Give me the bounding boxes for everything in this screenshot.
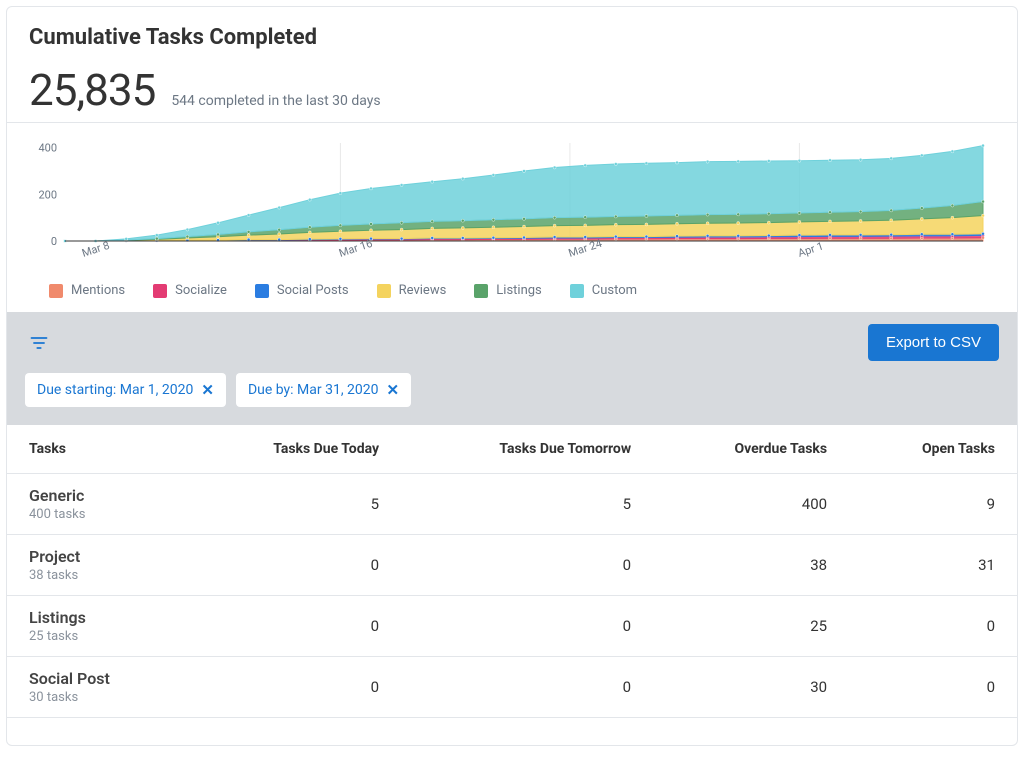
table-header-row: Tasks Tasks Due Today Tasks Due Tomorrow… (7, 425, 1017, 474)
cell-due-today: 5 (186, 474, 401, 535)
row-subtext: 25 tasks (29, 629, 164, 644)
legend-swatch (570, 284, 584, 298)
filter-chip-row: Due starting: Mar 1, 2020✕Due by: Mar 31… (7, 373, 1017, 425)
tasks-table: Tasks Tasks Due Today Tasks Due Tomorrow… (7, 425, 1017, 718)
col-due-today[interactable]: Tasks Due Today (186, 425, 401, 474)
legend-item[interactable]: Reviews (377, 283, 447, 298)
cell-due-tomorrow: 0 (401, 657, 653, 718)
legend-item[interactable]: Social Posts (255, 283, 349, 298)
cell-task-name: Generic 400 tasks (7, 474, 186, 535)
row-title: Listings (29, 608, 164, 627)
cell-due-today: 0 (186, 657, 401, 718)
summary-row: 25,835 544 completed in the last 30 days (29, 64, 995, 116)
header-section: Cumulative Tasks Completed 25,835 544 co… (7, 7, 1017, 122)
cell-overdue: 30 (653, 657, 849, 718)
filter-chip[interactable]: Due starting: Mar 1, 2020 ✕ (25, 373, 226, 407)
chart-container: 0200400Mar 8Mar 16Mar 24Apr 1 (7, 122, 1017, 275)
cell-task-name: Project 38 tasks (7, 535, 186, 596)
total-count: 25,835 (29, 64, 155, 116)
svg-text:200: 200 (38, 188, 57, 201)
legend-item[interactable]: Mentions (49, 283, 125, 298)
filter-bar: Export to CSV (7, 312, 1017, 373)
table-row[interactable]: Listings 25 tasks 0 0 25 0 (7, 596, 1017, 657)
cell-due-tomorrow: 0 (401, 596, 653, 657)
close-icon[interactable]: ✕ (387, 381, 400, 399)
legend-swatch (377, 284, 391, 298)
export-csv-button[interactable]: Export to CSV (868, 324, 999, 361)
chip-label: Due starting: Mar 1, 2020 (37, 382, 193, 398)
page-title: Cumulative Tasks Completed (29, 25, 995, 50)
table-row[interactable]: Social Post 30 tasks 0 0 30 0 (7, 657, 1017, 718)
legend-swatch (255, 284, 269, 298)
svg-text:Apr 1: Apr 1 (796, 239, 825, 259)
legend-label: Listings (496, 283, 541, 298)
legend-label: Custom (592, 283, 637, 298)
row-title: Generic (29, 486, 164, 505)
legend-swatch (474, 284, 488, 298)
close-icon[interactable]: ✕ (201, 381, 214, 399)
legend-item[interactable]: Listings (474, 283, 541, 298)
filter-chip[interactable]: Due by: Mar 31, 2020 ✕ (236, 373, 411, 407)
cell-overdue: 400 (653, 474, 849, 535)
cell-due-tomorrow: 5 (401, 474, 653, 535)
row-title: Project (29, 547, 164, 566)
row-subtext: 30 tasks (29, 690, 164, 705)
cell-task-name: Listings 25 tasks (7, 596, 186, 657)
legend-label: Socialize (175, 283, 227, 298)
legend-swatch (49, 284, 63, 298)
cell-overdue: 25 (653, 596, 849, 657)
chip-label: Due by: Mar 31, 2020 (248, 382, 379, 398)
stacked-area-chart: 0200400Mar 8Mar 16Mar 24Apr 1 (29, 137, 989, 267)
summary-subtext: 544 completed in the last 30 days (171, 93, 380, 109)
cell-due-today: 0 (186, 596, 401, 657)
cell-due-tomorrow: 0 (401, 535, 653, 596)
legend-swatch (153, 284, 167, 298)
col-open[interactable]: Open Tasks (849, 425, 1017, 474)
row-title: Social Post (29, 669, 164, 688)
filter-icon[interactable] (25, 329, 53, 357)
legend-label: Social Posts (277, 283, 349, 298)
table-row[interactable]: Project 38 tasks 0 0 38 31 (7, 535, 1017, 596)
cell-open: 31 (849, 535, 1017, 596)
table-row[interactable]: Generic 400 tasks 5 5 400 9 (7, 474, 1017, 535)
legend-item[interactable]: Custom (570, 283, 637, 298)
col-tasks[interactable]: Tasks (7, 425, 186, 474)
legend-item[interactable]: Socialize (153, 283, 227, 298)
svg-text:0: 0 (51, 235, 57, 248)
dashboard-card: Cumulative Tasks Completed 25,835 544 co… (6, 6, 1018, 746)
cell-open: 0 (849, 657, 1017, 718)
col-overdue[interactable]: Overdue Tasks (653, 425, 849, 474)
legend-label: Reviews (399, 283, 447, 298)
cell-open: 0 (849, 596, 1017, 657)
svg-text:Mar 8: Mar 8 (80, 239, 111, 260)
row-subtext: 400 tasks (29, 507, 164, 522)
cell-open: 9 (849, 474, 1017, 535)
legend-label: Mentions (71, 283, 125, 298)
svg-text:400: 400 (38, 142, 57, 155)
row-subtext: 38 tasks (29, 568, 164, 583)
chart-legend: Mentions Socialize Social Posts Reviews List… (7, 275, 1017, 312)
cell-task-name: Social Post 30 tasks (7, 657, 186, 718)
col-due-tomorrow[interactable]: Tasks Due Tomorrow (401, 425, 653, 474)
cell-due-today: 0 (186, 535, 401, 596)
cell-overdue: 38 (653, 535, 849, 596)
